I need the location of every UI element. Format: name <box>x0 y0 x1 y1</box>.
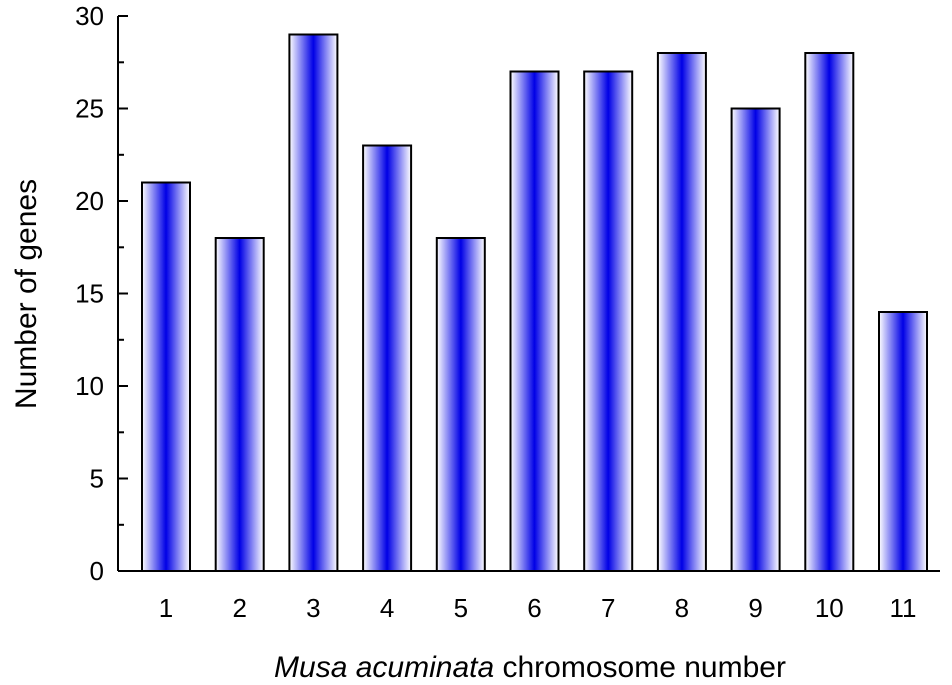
bar-chr-3 <box>288 33 339 572</box>
x-tick-label: 7 <box>601 593 615 623</box>
y-tick-label: 20 <box>75 186 104 216</box>
bar-chr-7 <box>583 70 634 572</box>
x-tick-label: 10 <box>815 593 844 623</box>
x-tick-label: 4 <box>380 593 394 623</box>
bar-chr-11 <box>878 311 928 572</box>
x-tick-label: 11 <box>890 593 917 623</box>
y-axis-title: Number of genes <box>10 179 43 409</box>
bar-chr-10 <box>804 52 855 572</box>
x-tick-label: 6 <box>527 593 541 623</box>
x-tick-label: 2 <box>232 593 246 623</box>
bar-chr-9 <box>730 107 781 572</box>
bar-chr-4 <box>362 144 413 572</box>
x-tick-label: 1 <box>159 593 173 623</box>
x-tick-label: 8 <box>675 593 689 623</box>
y-tick-label: 30 <box>75 1 104 31</box>
x-tick-label: 9 <box>748 593 762 623</box>
y-ticks-group: 0 5 10 15 20 25 30 <box>75 1 128 586</box>
bar-chr-2 <box>214 237 265 572</box>
bar-chr-8 <box>656 52 707 572</box>
y-tick-label: 0 <box>90 556 104 586</box>
x-axis-title-rest: chromosome number <box>494 651 786 684</box>
x-tick-label: 5 <box>454 593 468 623</box>
bar-chr-5 <box>435 237 486 572</box>
bars-group <box>141 33 928 572</box>
x-axis-title: Musa acuminata chromosome number <box>274 651 786 684</box>
y-tick-label: 10 <box>75 371 104 401</box>
bar-chr-6 <box>509 70 560 572</box>
bar-chr-1 <box>141 181 191 572</box>
y-tick-label: 5 <box>90 464 104 494</box>
x-axis-title-italic: Musa acuminata <box>274 651 494 684</box>
y-tick-label: 15 <box>75 279 104 309</box>
x-tick-label: 3 <box>306 593 320 623</box>
y-tick-label: 25 <box>75 94 104 124</box>
x-ticks-group: 1 2 3 4 5 6 7 8 9 10 11 <box>159 593 917 623</box>
